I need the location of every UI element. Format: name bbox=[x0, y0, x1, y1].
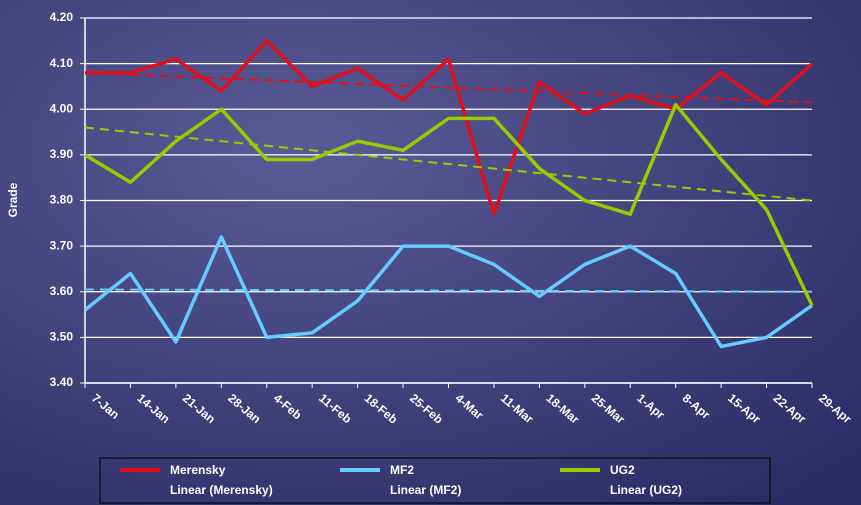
chart: Grade 3.40 3.50 3.60 3.70 3.80 3.90 4.00 4.10 4.… bbox=[0, 0, 861, 505]
legend-label: UG2 bbox=[610, 463, 635, 477]
legend-label: Linear (MF2) bbox=[390, 483, 461, 497]
y-tick-label: 4.10 bbox=[50, 56, 74, 70]
legend-label: Linear (UG2) bbox=[610, 483, 682, 497]
y-tick-label: 3.80 bbox=[50, 193, 74, 207]
legend-label: Merensky bbox=[170, 463, 226, 477]
y-tick-label: 4.20 bbox=[50, 10, 74, 24]
legend-label: MF2 bbox=[390, 463, 414, 477]
y-axis-label: Grade bbox=[6, 182, 20, 217]
y-tick-label: 3.50 bbox=[50, 330, 74, 344]
y-tick-label: 4.00 bbox=[50, 101, 74, 115]
y-tick-label: 3.90 bbox=[50, 147, 74, 161]
legend-label: Linear (Merensky) bbox=[170, 483, 273, 497]
y-tick-label: 3.40 bbox=[50, 375, 74, 389]
y-tick-label: 3.60 bbox=[50, 284, 74, 298]
y-tick-label: 3.70 bbox=[50, 238, 74, 252]
